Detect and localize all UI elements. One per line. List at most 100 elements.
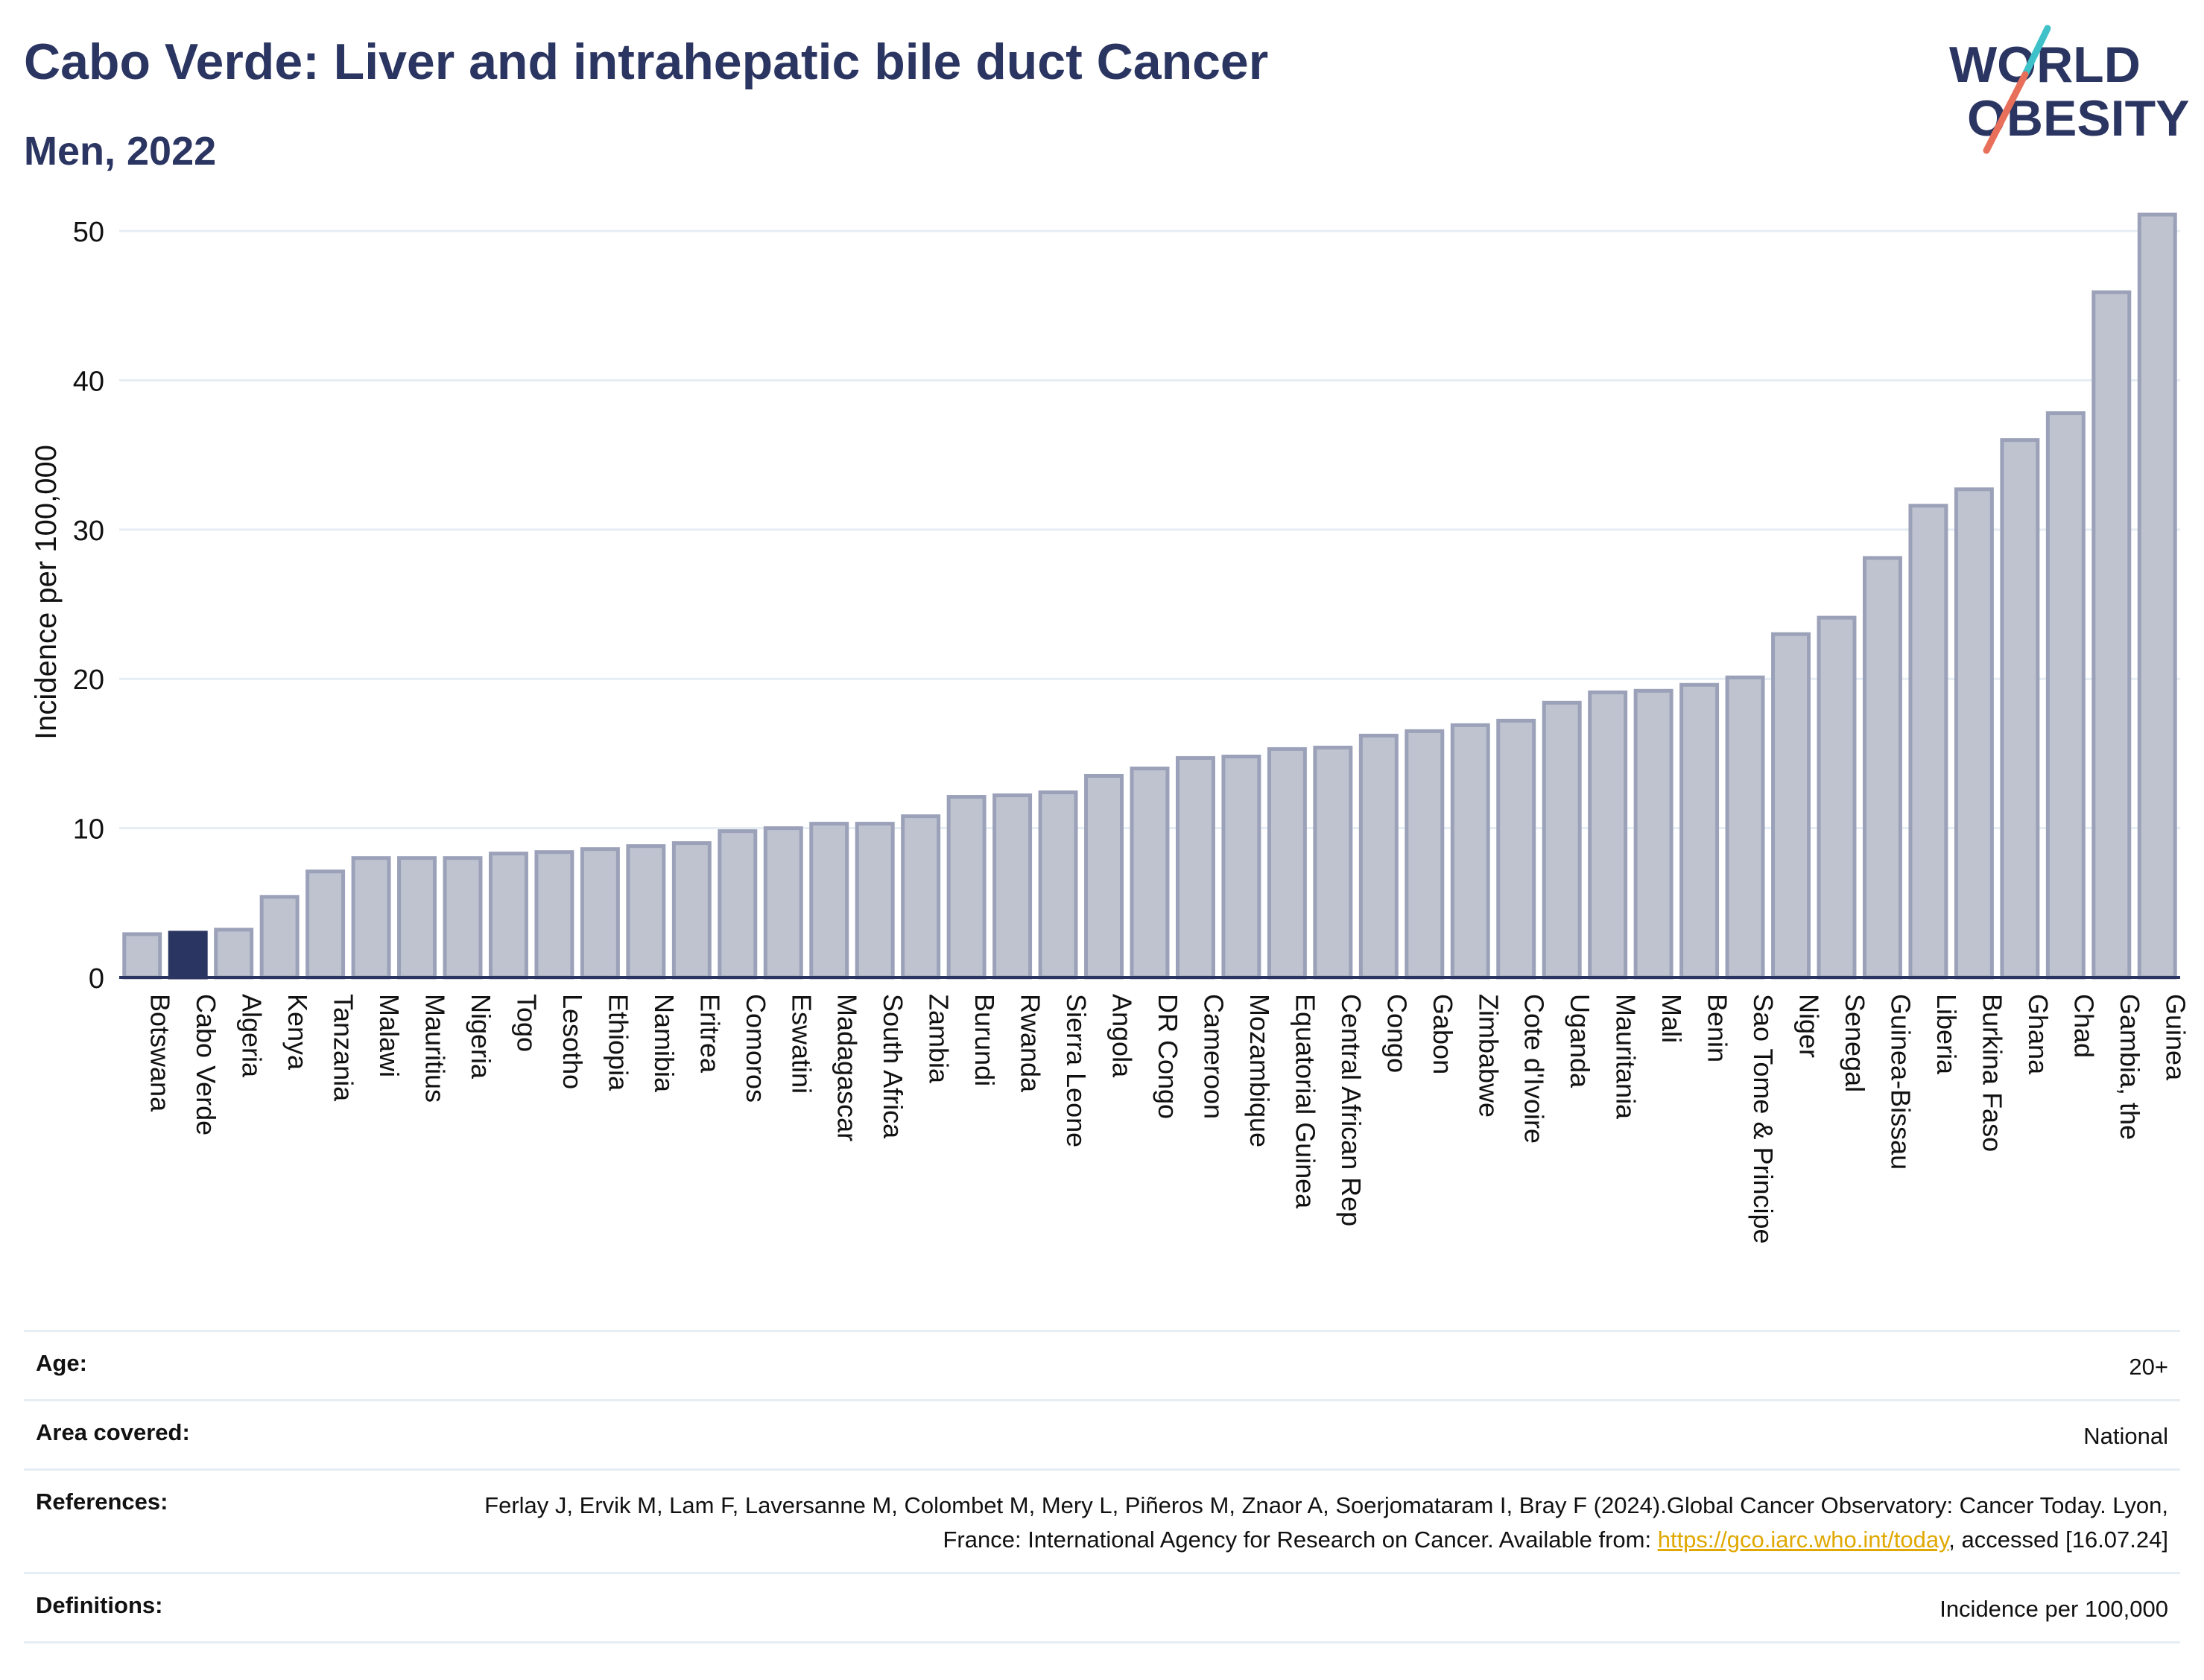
bar-chart: 0 10 20 30 40 50 Botswana Cabo Verde Algeria Keny… bbox=[30, 212, 2191, 1244]
bar-liberia bbox=[1908, 504, 1948, 980]
definitions-value: Incidence per 100,000 bbox=[1939, 1596, 2168, 1622]
x-tick-label: Zimbabwe bbox=[1473, 994, 1504, 1118]
bar-mauritius bbox=[397, 856, 437, 980]
bar-togo bbox=[488, 852, 528, 980]
bar-angola bbox=[1084, 773, 1124, 980]
x-tick-label: Liberia bbox=[1931, 994, 1962, 1075]
bar-burkina-faso bbox=[1954, 487, 1994, 980]
x-tick-label: Cote d'Ivoire bbox=[1519, 994, 1550, 1144]
page-subtitle: Men, 2022 bbox=[24, 129, 217, 174]
x-tick-label: Rwanda bbox=[1016, 994, 1046, 1093]
bar-benin bbox=[1679, 682, 1720, 980]
bar-botswana bbox=[122, 932, 162, 980]
bar-tanzania bbox=[305, 869, 346, 980]
meta-row-area: Area covered: National bbox=[24, 1399, 2180, 1468]
area-label: Area covered: bbox=[36, 1419, 190, 1445]
bar-burundi bbox=[946, 795, 987, 980]
x-tick-label: Togo bbox=[511, 994, 542, 1052]
y-axis-label: Incidence per 100,000 bbox=[30, 445, 63, 740]
x-tick-label: Sierra Leone bbox=[1061, 994, 1092, 1147]
bar-eritrea bbox=[671, 841, 712, 980]
bar-senegal bbox=[1817, 615, 1857, 980]
bar-comoros bbox=[718, 829, 758, 980]
bar-madagascar bbox=[809, 822, 849, 980]
bar-eswatini bbox=[763, 826, 803, 980]
x-tick-label: Mozambique bbox=[1244, 994, 1275, 1147]
bar-gambia-the bbox=[2091, 290, 2132, 980]
x-tick-label: Cabo Verde bbox=[191, 994, 221, 1135]
x-tick-label: Equatorial Guinea bbox=[1290, 994, 1320, 1209]
bar-mauritania bbox=[1588, 690, 1628, 980]
bar-gabon bbox=[1405, 729, 1445, 980]
x-tick-label: Congo bbox=[1381, 994, 1412, 1073]
x-tick-label: Uganda bbox=[1565, 994, 1595, 1088]
x-tick-label: Malawi bbox=[374, 994, 405, 1077]
x-tick-label: Ethiopia bbox=[603, 994, 633, 1091]
y-tick-label: 10 bbox=[73, 814, 104, 846]
logo-slash-icon bbox=[2021, 25, 2051, 78]
references-label: References: bbox=[36, 1489, 168, 1515]
logo-slash-icon-lower bbox=[1983, 71, 2029, 154]
x-tick-label: Sao Tome & Principe bbox=[1748, 994, 1779, 1244]
area-value: National bbox=[2083, 1423, 2168, 1449]
bars bbox=[122, 212, 2177, 980]
bar-namibia bbox=[626, 844, 666, 980]
metadata-table: Age: 20+ Area covered: National Referenc… bbox=[24, 1330, 2180, 1643]
x-tick-label: Niger bbox=[1794, 994, 1825, 1058]
axes: 0 10 20 30 40 50 Botswana Cabo Verde Algeria Keny… bbox=[73, 217, 2191, 1243]
x-tick-label: Mauritania bbox=[1611, 994, 1641, 1120]
x-tick-label: Senegal bbox=[1840, 994, 1870, 1092]
references-tail: , accessed [16.07.24] bbox=[1948, 1527, 2168, 1553]
bar-zimbabwe bbox=[1450, 723, 1490, 980]
bar-equatorial-guinea bbox=[1267, 747, 1307, 980]
age-value: 20+ bbox=[2129, 1354, 2168, 1380]
x-tick-label: Botswana bbox=[145, 994, 176, 1112]
bar-mali bbox=[1633, 688, 1673, 980]
y-tick-label: 20 bbox=[73, 665, 104, 696]
bar-niger bbox=[1771, 632, 1811, 980]
bar-nigeria bbox=[443, 856, 483, 980]
x-tick-label: Cameroon bbox=[1198, 994, 1229, 1119]
references-text: Ferlay J, Ervik M, Lam F, Laversanne M, … bbox=[484, 1492, 2168, 1553]
x-tick-label: Gambia, the bbox=[2115, 994, 2145, 1140]
x-tick-label: Namibia bbox=[649, 994, 680, 1093]
bar-sierra-leone bbox=[1038, 790, 1078, 980]
bar-congo bbox=[1358, 733, 1399, 980]
age-label: Age: bbox=[36, 1350, 87, 1376]
x-tick-label: Benin bbox=[1703, 994, 1733, 1062]
x-tick-label: Algeria bbox=[237, 994, 267, 1078]
references-link[interactable]: https://gco.iarc.who.int/today bbox=[1657, 1527, 1949, 1553]
bar-guinea-bissau bbox=[1862, 556, 1902, 980]
x-tick-label: Angola bbox=[1107, 994, 1138, 1078]
x-tick-label: Kenya bbox=[282, 994, 313, 1071]
x-tick-label: Zambia bbox=[924, 994, 954, 1084]
x-tick-label: Gabon bbox=[1428, 994, 1458, 1074]
x-tick-label: Ghana bbox=[2023, 994, 2053, 1075]
x-tick-label: Central African Rep bbox=[1336, 994, 1367, 1226]
page-title: Cabo Verde: Liver and intrahepatic bile … bbox=[24, 34, 1269, 90]
bar-dr-congo bbox=[1130, 766, 1170, 980]
bar-zambia bbox=[901, 814, 941, 980]
x-tick-label: Chad bbox=[2068, 994, 2099, 1058]
x-tick-label: Burundi bbox=[969, 994, 1000, 1086]
bar-cameroon bbox=[1175, 755, 1215, 980]
bar-malawi bbox=[351, 856, 391, 980]
bar-uganda bbox=[1542, 700, 1582, 980]
bar-ethiopia bbox=[580, 847, 620, 980]
y-tick-label: 30 bbox=[73, 516, 104, 547]
bar-cabo-verde bbox=[168, 931, 208, 980]
bar-cote-d-ivoire bbox=[1496, 718, 1536, 980]
x-tick-label: Guinea-Bissau bbox=[1885, 994, 1916, 1170]
bar-rwanda bbox=[992, 793, 1033, 980]
bar-chad bbox=[2045, 411, 2086, 980]
x-tick-label: Burkina Faso bbox=[1977, 994, 2007, 1152]
meta-row-definitions: Definitions: Incidence per 100,000 bbox=[24, 1572, 2180, 1643]
x-tick-label: Eritrea bbox=[694, 994, 725, 1074]
x-tick-label: Mali bbox=[1656, 994, 1687, 1043]
bar-lesotho bbox=[534, 850, 574, 980]
meta-row-age: Age: 20+ bbox=[24, 1330, 2180, 1399]
bar-kenya bbox=[259, 895, 300, 980]
x-tick-label: Eswatini bbox=[786, 994, 817, 1094]
bar-central-african-rep bbox=[1313, 745, 1353, 980]
bar-sao-tome-principe bbox=[1725, 675, 1765, 980]
